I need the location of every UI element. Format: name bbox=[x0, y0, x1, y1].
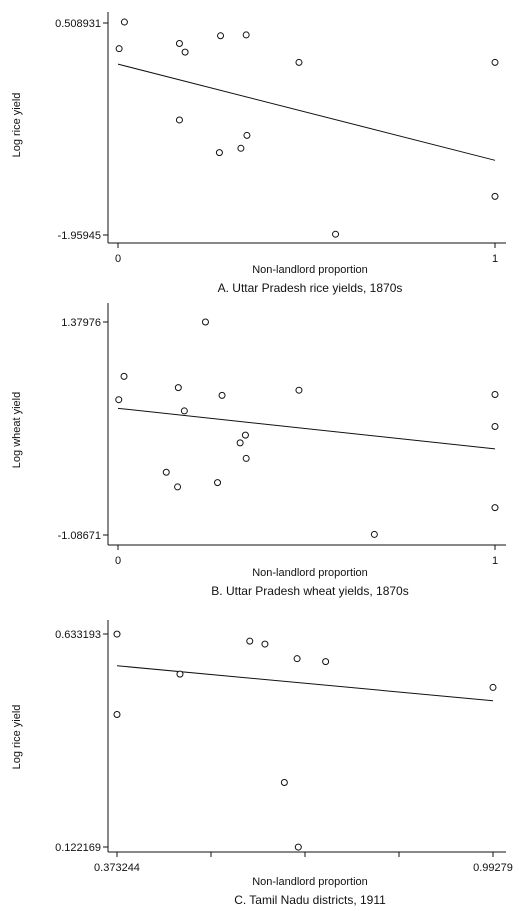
data-point bbox=[293, 655, 301, 663]
x-tick-label: 0.373244 bbox=[94, 862, 140, 874]
data-point bbox=[280, 778, 288, 786]
y-tick-label: 0.633193 bbox=[55, 629, 101, 641]
data-point bbox=[120, 18, 128, 26]
data-point bbox=[217, 32, 225, 40]
x-tick-label: 1 bbox=[492, 253, 498, 265]
data-point bbox=[491, 192, 499, 200]
data-point bbox=[181, 48, 189, 56]
y-axis-title: Log rice yield bbox=[11, 705, 23, 770]
data-point bbox=[332, 230, 340, 238]
data-point bbox=[180, 407, 188, 415]
y-tick-label: -1.95945 bbox=[58, 230, 101, 242]
x-axis-title: Non-landlord proportion bbox=[252, 567, 368, 579]
data-point bbox=[175, 40, 183, 48]
data-point bbox=[322, 658, 330, 666]
y-tick-label: -1.08671 bbox=[58, 530, 101, 542]
data-point bbox=[491, 504, 499, 512]
fitted-line bbox=[117, 407, 496, 450]
data-point bbox=[242, 31, 250, 39]
fitted-line bbox=[116, 665, 494, 702]
data-point bbox=[113, 630, 121, 638]
panel-2: -1.08671 1.37976 0 1 Log wheat yield Non-land… bbox=[11, 303, 506, 598]
data-point bbox=[120, 372, 128, 380]
data-point bbox=[294, 843, 302, 851]
x-tick-label: 1 bbox=[492, 555, 498, 567]
y-tick-label: 0.508931 bbox=[55, 18, 101, 30]
y-axis-title: Log rice yield bbox=[11, 93, 23, 158]
x-axis-title: Non-landlord proportion bbox=[252, 876, 368, 888]
data-point bbox=[174, 483, 182, 491]
data-point bbox=[175, 116, 183, 124]
data-point bbox=[295, 386, 303, 394]
data-point bbox=[214, 479, 222, 487]
data-point bbox=[242, 454, 250, 462]
data-point bbox=[261, 640, 269, 648]
data-point bbox=[162, 468, 170, 476]
data-point bbox=[218, 391, 226, 399]
data-point bbox=[115, 396, 123, 404]
data-point bbox=[295, 58, 303, 66]
data-point bbox=[215, 149, 223, 157]
panel-caption: A. Uttar Pradesh rice yields, 1870s bbox=[218, 281, 403, 295]
panel-caption: C. Tamil Nadu districts, 1911 bbox=[234, 893, 386, 907]
panel-3: 0.122169 0.633193 0.373244 0.99279 Log rice … bbox=[11, 620, 513, 907]
data-point bbox=[236, 439, 244, 447]
x-tick-label: 0.99279 bbox=[473, 862, 513, 874]
data-point bbox=[174, 384, 182, 392]
data-point bbox=[113, 711, 121, 719]
y-tick-label: 1.37976 bbox=[61, 317, 101, 329]
data-point bbox=[201, 318, 209, 326]
data-point bbox=[246, 637, 254, 645]
data-point bbox=[491, 422, 499, 430]
x-tick-label: 0 bbox=[115, 555, 121, 567]
y-tick-label: 0.122169 bbox=[55, 842, 101, 854]
data-point bbox=[491, 391, 499, 399]
x-axis-title: Non-landlord proportion bbox=[252, 264, 368, 276]
data-point bbox=[237, 144, 245, 152]
data-point bbox=[176, 670, 184, 678]
x-tick-label: 0 bbox=[115, 253, 121, 265]
data-point bbox=[489, 683, 497, 691]
y-axis-title: Log wheat yield bbox=[11, 392, 23, 468]
panel-1: -1.95945 0.508931 0 1 Log rice yield Non-land… bbox=[11, 12, 506, 295]
fitted-line bbox=[117, 63, 496, 161]
data-point bbox=[491, 58, 499, 66]
data-point bbox=[243, 131, 251, 139]
data-point bbox=[115, 45, 123, 53]
panel-caption: B. Uttar Pradesh wheat yields, 1870s bbox=[211, 584, 408, 598]
data-point bbox=[370, 530, 378, 538]
data-point bbox=[241, 431, 249, 439]
